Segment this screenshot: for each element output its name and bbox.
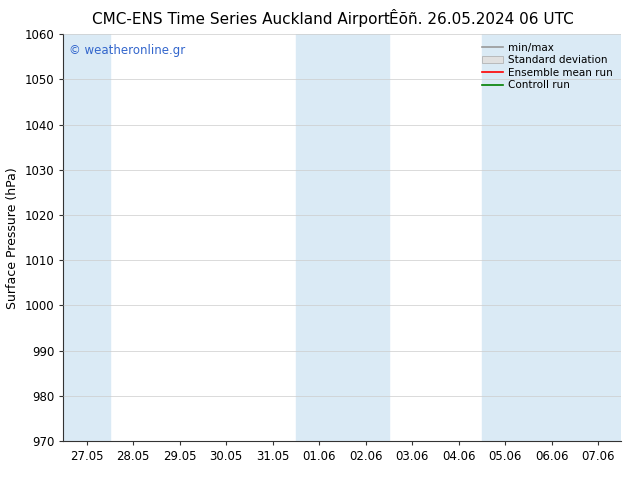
Legend: min/max, Standard deviation, Ensemble mean run, Controll run: min/max, Standard deviation, Ensemble me… <box>479 40 616 94</box>
Bar <box>296 34 389 441</box>
Bar <box>482 34 621 441</box>
Text: Êõñ. 26.05.2024 06 UTC: Êõñ. 26.05.2024 06 UTC <box>389 12 574 27</box>
Y-axis label: Surface Pressure (hPa): Surface Pressure (hPa) <box>6 167 19 309</box>
Bar <box>63 34 110 441</box>
Text: CMC-ENS Time Series Auckland Airport: CMC-ENS Time Series Auckland Airport <box>92 12 390 27</box>
Text: © weatheronline.gr: © weatheronline.gr <box>69 45 185 57</box>
